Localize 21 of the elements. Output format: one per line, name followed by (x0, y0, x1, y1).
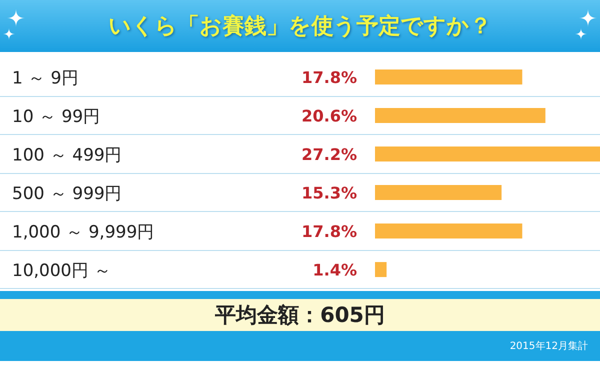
bar (375, 262, 387, 278)
data-label: 1.4% (312, 260, 357, 280)
chart-title: いくら「お賽銭」を使う予定ですか？ (108, 12, 492, 41)
bar (375, 108, 546, 124)
data-label: 17.8% (301, 222, 357, 242)
bar (375, 224, 522, 239)
bar (375, 146, 600, 162)
text: 2015年12月集計 (0, 331, 600, 361)
y-tick-label: 1,000 ～ 9,999円 (12, 222, 154, 242)
y-tick-label: 1 ～ 9円 (12, 68, 78, 88)
y-tick-label: 10,000円 ～ (12, 260, 111, 281)
text: 平均金額：605円 (0, 299, 600, 331)
data-label: 17.8% (301, 68, 357, 88)
data-label: 27.2% (301, 145, 357, 164)
bar (375, 70, 522, 85)
bar (375, 185, 502, 200)
y-tick-label: 10 ～ 99円 (12, 106, 100, 127)
data-label: 15.3% (301, 184, 357, 203)
data-label: 20.6% (301, 106, 357, 126)
y-tick-label: 100 ～ 499円 (12, 145, 122, 166)
y-tick-label: 500 ～ 999円 (12, 184, 122, 204)
